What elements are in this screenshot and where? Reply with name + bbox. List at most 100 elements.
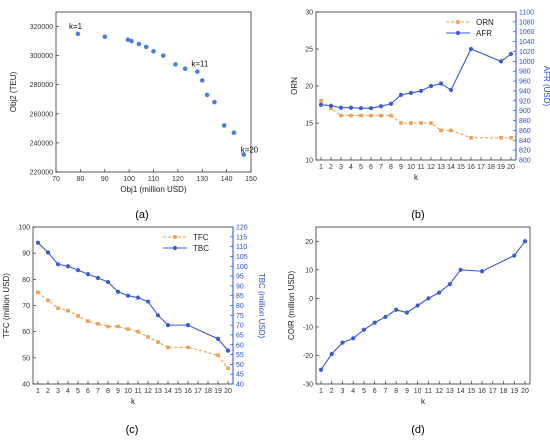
y-tick-label-c: 40 [22,382,30,389]
x-axis-title-b: k [414,173,419,182]
data-point-b [499,136,503,140]
data-point-b [339,113,343,118]
y2-tick-label-b: 800 [519,158,531,165]
series-line-d-main [320,240,526,371]
x-tick-label-c: 12 [144,388,152,395]
y2-tick-label-c: 70 [236,323,244,330]
y-tick-label-a: 240000 [30,140,53,147]
legend-label-c: TBC [193,244,209,253]
data-point-b [418,88,424,94]
x-tick-label-c: 13 [154,388,162,395]
data-point-b [438,81,444,86]
y-tick-label-c: 60 [22,329,30,336]
x-tick-label-b: 14 [447,164,455,171]
y2-tick-label-b: 980 [519,69,531,76]
x-axis-title-a: Obj1 (million USD) [120,185,187,194]
legend-marker-b [456,20,460,24]
data-point-c [86,319,90,323]
x-tick-label-d: 13 [446,388,454,395]
x-tick-label-b: 10 [407,164,415,171]
x-tick-label-a: 140 [221,176,233,183]
y-tick-label-a: 220000 [30,170,53,177]
data-point-b [349,113,353,118]
x-tick-label-c: 17 [194,388,202,395]
y-tick-label-b: 30 [305,10,313,17]
data-point-b [468,46,474,52]
y2-tick-label-c: 50 [236,362,244,369]
x-tick-label-d: 10 [414,388,422,395]
data-point-b [449,128,453,133]
x-tick-label-b: 17 [477,164,485,171]
data-point-d [340,340,345,345]
data-point-b [358,106,364,111]
scatter-point [212,99,217,105]
x-tick-label-d: 9 [405,388,409,395]
x-tick-label-a: 70 [52,176,60,183]
data-point-c [36,290,40,295]
data-point-c [106,324,110,329]
legend-label-b: ORN [476,18,494,27]
x-tick-label-d: 17 [489,388,497,395]
y2-axis-title-b: AFR (USD) [542,66,550,107]
data-point-c [125,293,131,298]
y-tick-label-c: 80 [22,277,30,284]
x-tick-label-c: 2 [46,388,50,395]
y2-tick-label-c: 40 [236,382,244,389]
legend-label-b: AFR [476,29,492,38]
data-point-b [439,128,443,133]
annotation-label: k=20 [241,146,259,155]
y-tick-label-d: -10 [303,324,313,331]
y2-tick-label-c: 95 [236,274,244,281]
y2-tick-label-c: 85 [236,293,244,300]
y-tick-label-d: 10 [305,267,313,274]
data-point-b [509,136,513,140]
x-tick-label-c: 6 [86,388,90,395]
y2-tick-label-c: 115 [236,234,247,241]
scatter-point [160,53,166,58]
data-point-d [479,269,485,274]
data-point-c [45,250,51,255]
data-point-d [372,320,377,325]
x-tick-label-d: 11 [425,388,432,395]
y2-tick-label-c: 90 [236,283,244,290]
x-tick-label-a: 110 [148,176,159,183]
y-tick-label-a: 260000 [30,111,53,118]
data-point-d [329,351,334,357]
x-tick-label-b: 12 [427,164,435,171]
x-tick-label-b: 7 [379,164,383,171]
x-tick-label-c: 5 [76,388,80,395]
scatter-point [75,31,81,37]
data-point-d [404,310,409,315]
y2-tick-label-b: 920 [519,98,531,105]
data-point-c [96,322,100,326]
data-point-b [389,113,393,118]
x-tick-label-d: 16 [478,388,486,395]
y2-tick-label-c: 120 [236,225,248,232]
data-point-b [328,103,334,108]
y2-tick-label-c: 65 [236,332,244,339]
data-point-b [318,102,324,107]
data-point-c [145,299,151,304]
x-tick-label-b: 5 [359,164,363,171]
data-point-c [156,340,160,344]
x-tick-label-d: 19 [510,388,518,395]
y2-tick-label-c: 100 [236,264,248,271]
x-tick-label-d: 12 [435,388,443,395]
data-point-b [369,113,373,118]
panel-label-d: (d) [411,424,424,436]
x-tick-label-b: 18 [487,164,495,171]
data-point-d [437,290,442,295]
y2-tick-label-b: 1060 [519,29,535,36]
y-axis-title-a: Obj2 (TEU) [9,71,18,112]
legend-marker-c [173,235,177,239]
data-point-c [136,329,140,334]
y2-tick-label-b: 940 [519,88,531,95]
y2-tick-label-c: 105 [236,254,248,261]
x-tick-label-d: 14 [457,388,465,395]
y-axis-title-c: TFC (million USD) [2,273,11,338]
x-tick-label-d: 6 [373,388,377,395]
scatter-point [231,130,237,136]
x-tick-label-a: 100 [123,176,135,183]
data-point-c [85,272,91,277]
